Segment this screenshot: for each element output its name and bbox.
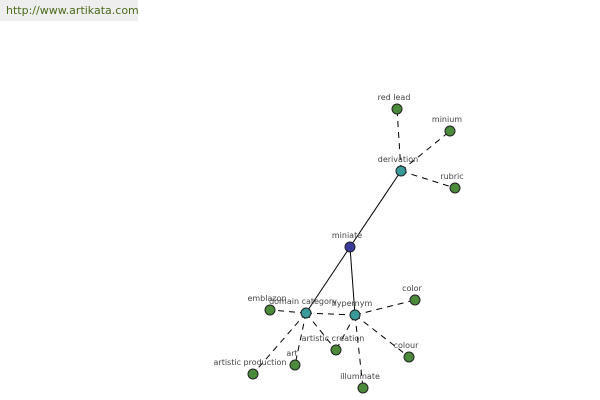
- node[interactable]: [409, 294, 421, 306]
- node-label[interactable]: domain category: [269, 297, 337, 306]
- node[interactable]: [289, 359, 301, 371]
- node-label[interactable]: miniate: [332, 231, 362, 240]
- edge-dashed: [354, 314, 410, 358]
- node[interactable]: [330, 344, 342, 356]
- node-label[interactable]: minium: [432, 115, 462, 124]
- node[interactable]: [444, 125, 456, 137]
- node[interactable]: [247, 368, 259, 380]
- node[interactable]: [300, 307, 312, 319]
- edge-dashed: [400, 130, 451, 172]
- edge: [349, 170, 402, 248]
- node-label[interactable]: emblazon: [247, 294, 286, 303]
- node-label[interactable]: hypernym: [332, 299, 373, 308]
- edge-dashed: [252, 312, 307, 375]
- edge-dashed: [305, 312, 356, 316]
- edge-dashed: [400, 170, 456, 189]
- node-label[interactable]: rubric: [440, 172, 463, 181]
- node[interactable]: [391, 103, 403, 115]
- edge-dashed: [335, 314, 356, 351]
- node[interactable]: [264, 304, 276, 316]
- node[interactable]: [357, 382, 369, 394]
- edge: [349, 246, 356, 316]
- node-label[interactable]: artistic creation: [302, 334, 365, 343]
- node-label[interactable]: derivation: [378, 155, 418, 164]
- node-label[interactable]: red lead: [378, 93, 411, 102]
- node[interactable]: [395, 165, 407, 177]
- edge-dashed: [354, 314, 364, 389]
- node-label[interactable]: art: [286, 349, 297, 358]
- node-label[interactable]: colour: [394, 341, 419, 350]
- node-label[interactable]: color: [402, 284, 422, 293]
- node[interactable]: [449, 182, 461, 194]
- site-url[interactable]: http://www.artikata.com: [0, 0, 139, 21]
- node[interactable]: [349, 309, 361, 321]
- node-label[interactable]: illuminate: [340, 372, 380, 381]
- edge-dashed: [294, 312, 307, 366]
- node[interactable]: [344, 241, 356, 253]
- edge-dashed: [305, 312, 337, 351]
- edge: [305, 246, 351, 314]
- node-label[interactable]: artistic production: [214, 358, 287, 367]
- node[interactable]: [403, 351, 415, 363]
